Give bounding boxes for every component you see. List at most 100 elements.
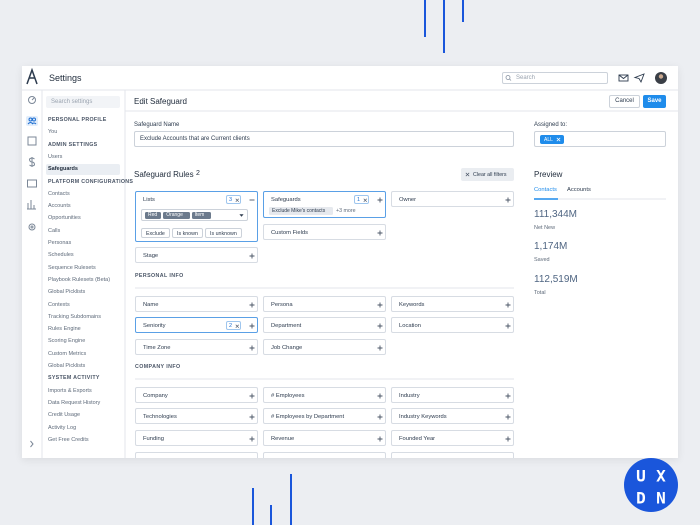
filter-card[interactable]: Owner bbox=[391, 191, 514, 207]
add-icon[interactable] bbox=[377, 436, 383, 442]
filter-card[interactable]: Industry Keywords bbox=[391, 408, 514, 424]
sidebar-item[interactable]: Get Free Credits bbox=[48, 436, 89, 443]
sidebar-item[interactable]: You bbox=[48, 129, 58, 136]
add-icon[interactable] bbox=[377, 393, 383, 399]
filter-card[interactable]: Custom Fields bbox=[263, 224, 386, 240]
add-icon[interactable] bbox=[505, 197, 511, 203]
filter-card[interactable]: New Rank bbox=[135, 452, 258, 458]
operator-button[interactable]: Is known bbox=[172, 228, 203, 238]
name-input[interactable]: Exclude Accounts that are Current client… bbox=[134, 131, 514, 147]
add-icon[interactable] bbox=[377, 323, 383, 329]
search-box[interactable]: Search bbox=[502, 72, 608, 84]
add-icon[interactable] bbox=[377, 302, 383, 308]
add-icon[interactable] bbox=[249, 302, 255, 308]
filter-card[interactable]: Time Zone bbox=[135, 339, 258, 355]
filter-card[interactable]: # Employees bbox=[263, 387, 386, 403]
filter-card[interactable]: # Employees by Department bbox=[263, 408, 386, 424]
badge-remove[interactable] bbox=[235, 324, 240, 329]
sidebar-item[interactable]: Tracking Subdomains bbox=[48, 313, 101, 320]
sidebar-item[interactable]: Custom Metrics bbox=[48, 350, 87, 357]
filter-card[interactable]: Retail Locations bbox=[391, 452, 514, 458]
sidebar-item[interactable]: Users bbox=[48, 153, 63, 160]
chip-remove[interactable] bbox=[556, 137, 561, 142]
filter-card[interactable]: Languages bbox=[263, 452, 386, 458]
sidebar-item[interactable]: Calls bbox=[48, 227, 61, 234]
clear-icon[interactable] bbox=[465, 172, 470, 177]
add-icon[interactable] bbox=[249, 458, 255, 459]
collapse-icon[interactable] bbox=[249, 197, 255, 203]
more-link[interactable]: +3 more bbox=[336, 208, 356, 214]
sidebar-item[interactable]: Contexts bbox=[48, 301, 70, 308]
value-chip[interactable]: Red bbox=[145, 211, 162, 219]
value-chip[interactable]: Orange bbox=[163, 211, 190, 219]
sidebar-item[interactable]: Sequence Rulesets bbox=[48, 264, 96, 271]
sidebar-item[interactable]: Schedules bbox=[48, 252, 74, 259]
add-icon[interactable] bbox=[377, 197, 383, 203]
select-arrow[interactable] bbox=[239, 213, 244, 218]
filter-card[interactable]: Department bbox=[263, 317, 386, 333]
sidebar-item[interactable]: Data Request History bbox=[48, 399, 101, 406]
add-icon[interactable] bbox=[377, 345, 383, 351]
operator-button[interactable]: Exclude bbox=[141, 228, 170, 238]
sidebar-item[interactable]: Global Picklists bbox=[48, 363, 86, 369]
filter-card[interactable]: Technologies bbox=[135, 408, 258, 424]
sidebar-item[interactable]: Opportunities bbox=[48, 215, 81, 222]
add-icon[interactable] bbox=[505, 323, 511, 329]
sidebar-item[interactable]: Personas bbox=[48, 240, 72, 246]
value-chip[interactable]: Exclude Mike's contacts bbox=[269, 207, 333, 215]
filter-card[interactable]: Seniority 2 bbox=[135, 317, 258, 333]
sidebar-item[interactable]: Contacts bbox=[48, 190, 70, 197]
clear-filters-button[interactable]: Clear all filters bbox=[461, 168, 514, 181]
assigned-chip[interactable]: ALL bbox=[540, 135, 564, 144]
filter-card[interactable]: Job Change bbox=[263, 339, 386, 355]
filter-card[interactable]: Revenue bbox=[263, 430, 386, 446]
filter-card[interactable]: Stage bbox=[135, 247, 258, 263]
app-logo[interactable] bbox=[26, 67, 38, 85]
add-icon[interactable] bbox=[249, 393, 255, 399]
add-icon[interactable] bbox=[505, 393, 511, 399]
sidebar-item[interactable]: Imports & Exports bbox=[48, 387, 92, 394]
sidebar-item[interactable]: Safeguards bbox=[48, 166, 78, 173]
add-icon[interactable] bbox=[377, 458, 383, 459]
cancel-button[interactable]: Cancel bbox=[609, 95, 640, 108]
preview-tab[interactable]: Accounts bbox=[567, 187, 591, 193]
assigned-input[interactable]: ALL bbox=[534, 131, 666, 147]
badge-remove[interactable] bbox=[235, 198, 240, 203]
add-icon[interactable] bbox=[249, 323, 255, 329]
filter-card[interactable]: Industry bbox=[391, 387, 514, 403]
sidebar-item[interactable]: Activity Log bbox=[48, 424, 77, 431]
sidebar-item[interactable]: Accounts bbox=[48, 203, 71, 210]
add-icon[interactable] bbox=[249, 436, 255, 442]
filter-card[interactable]: Safeguards 1 Exclude Mike's contacts +3 mor… bbox=[263, 191, 386, 218]
sidebar-item[interactable]: Rules Engine bbox=[48, 326, 81, 333]
operator-button[interactable]: Is unknown bbox=[205, 228, 242, 238]
filter-card[interactable]: Name bbox=[135, 296, 258, 312]
add-icon[interactable] bbox=[377, 230, 383, 236]
filter-card[interactable]: Keywords bbox=[391, 296, 514, 312]
add-icon[interactable] bbox=[249, 253, 255, 259]
add-icon[interactable] bbox=[249, 414, 255, 420]
filter-card[interactable]: Location bbox=[391, 317, 514, 333]
sidebar-item[interactable]: Scoring Engine bbox=[48, 338, 86, 345]
save-button[interactable]: Save bbox=[643, 95, 666, 108]
sidebar-item[interactable]: Credit Usage bbox=[48, 412, 81, 419]
filter-card[interactable]: Persona bbox=[263, 296, 386, 312]
sidebar-item[interactable]: Global Picklists bbox=[48, 289, 86, 296]
sidebar-search[interactable]: Search settings bbox=[46, 96, 120, 108]
preview-tab[interactable]: Contacts bbox=[534, 187, 557, 193]
add-icon[interactable] bbox=[377, 414, 383, 420]
value-chip[interactable]: Item bbox=[191, 211, 212, 219]
add-icon[interactable] bbox=[505, 414, 511, 420]
add-icon[interactable] bbox=[249, 345, 255, 351]
filter-card[interactable]: Lists 3 Red Orange Item Exclude Is known Is unk… bbox=[135, 191, 258, 242]
add-icon[interactable] bbox=[505, 458, 511, 459]
filter-badge[interactable]: 3 bbox=[226, 195, 241, 204]
filter-card[interactable]: Founded Year bbox=[391, 430, 514, 446]
filter-badge[interactable]: 1 bbox=[354, 195, 369, 204]
add-icon[interactable] bbox=[505, 302, 511, 308]
sidebar-item[interactable]: Playbook Rulesets (Beta) bbox=[48, 276, 111, 283]
filter-badge[interactable]: 2 bbox=[226, 321, 241, 330]
badge-remove[interactable] bbox=[363, 198, 368, 203]
filter-card[interactable]: Funding bbox=[135, 430, 258, 446]
add-icon[interactable] bbox=[505, 436, 511, 442]
